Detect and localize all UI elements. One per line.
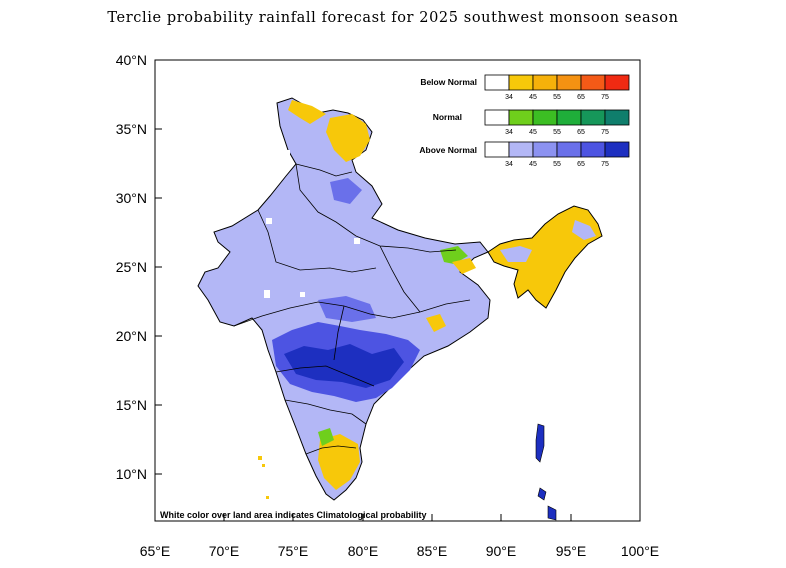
east-below-patch: [426, 314, 446, 332]
legend-tick-label: 55: [553, 94, 561, 101]
legend-label-below-normal: Below Normal: [420, 77, 477, 87]
legend-tick-label: 65: [577, 129, 585, 136]
lat-tick-label: 40°N: [116, 52, 147, 68]
map-title: Terclie probability rainfall forecast fo…: [107, 10, 679, 26]
central-above-darkest: [284, 344, 404, 388]
climatology-patch: [300, 292, 305, 297]
legend-bar-above-normal: [484, 141, 630, 158]
legend-bar-normal: [484, 109, 630, 126]
climatology-patch: [354, 238, 360, 244]
ladakh-below-patch: [326, 114, 370, 162]
lat-tick-label: 35°N: [116, 121, 147, 137]
legend-tick-label: 45: [529, 161, 537, 168]
legend-swatch: [580, 109, 606, 126]
lon-tick-label: 95°E: [556, 543, 587, 559]
lakshadweep-islands: [258, 456, 269, 499]
legend-swatch: [604, 74, 630, 91]
andaman-nicobar-islands: [535, 423, 557, 521]
northeast-above-patch: [500, 246, 532, 262]
south-normal-patch: [318, 428, 334, 446]
legend-tick-label: 45: [529, 129, 537, 136]
lon-tick-label: 70°E: [209, 543, 240, 559]
north-below-patch: [288, 100, 326, 124]
legend: Below Normal 34 45 55 65 75 Normal 34 45…: [419, 74, 630, 168]
legend-swatch: [532, 141, 558, 158]
legend-swatch: [508, 109, 534, 126]
lon-tick-label: 65°E: [140, 543, 171, 559]
plot-frame: [154, 59, 641, 522]
legend-swatch: [532, 109, 558, 126]
lat-tick-label: 10°N: [116, 466, 147, 482]
legend-label-above-normal: Above Normal: [419, 145, 477, 155]
lon-tick-label: 75°E: [278, 543, 309, 559]
lon-tick-label: 80°E: [348, 543, 379, 559]
state-borders: [233, 163, 471, 455]
legend-tick-label: 65: [577, 94, 585, 101]
climatology-patch: [282, 150, 290, 158]
legend-swatch: [484, 74, 510, 91]
climatology-patch: [266, 218, 272, 224]
legend-tick-label: 75: [601, 161, 609, 168]
legend-swatch: [556, 141, 582, 158]
north-above-patch: [330, 178, 362, 204]
climatology-patch: [264, 290, 270, 298]
legend-swatch: [580, 141, 606, 158]
legend-swatch: [604, 109, 630, 126]
legend-label-normal: Normal: [433, 112, 462, 122]
legend-tick-label: 55: [553, 129, 561, 136]
legend-swatch: [508, 74, 534, 91]
legend-swatch: [604, 141, 630, 158]
south-below-patch: [318, 434, 360, 490]
legend-swatch: [556, 74, 582, 91]
legend-swatch: [556, 109, 582, 126]
legend-swatch: [532, 74, 558, 91]
legend-tick-label: 75: [601, 94, 609, 101]
footnote: White color over land area indicates Cli…: [160, 510, 427, 520]
legend-tick-label: 34: [505, 129, 513, 136]
legend-swatch: [580, 74, 606, 91]
lat-tick-label: 15°N: [116, 397, 147, 413]
legend-tick-label: 34: [505, 161, 513, 168]
bihar-below-patch: [452, 258, 476, 274]
axis-ticks: [154, 59, 641, 521]
lat-tick-label: 25°N: [116, 259, 147, 275]
lon-tick-label: 85°E: [417, 543, 448, 559]
northeast-above-patch-2: [572, 220, 596, 240]
legend-swatch: [484, 141, 510, 158]
legend-tick-label: 45: [529, 94, 537, 101]
lat-tick-label: 20°N: [116, 328, 147, 344]
legend-tick-label: 75: [601, 129, 609, 136]
lon-tick-label: 90°E: [486, 543, 517, 559]
mid-above-patch: [318, 296, 376, 322]
lon-tick-label: 100°E: [621, 543, 659, 559]
legend-swatch: [484, 109, 510, 126]
legend-tick-label: 65: [577, 161, 585, 168]
legend-swatch: [508, 141, 534, 158]
legend-bar-below-normal: [484, 74, 630, 91]
lat-tick-label: 30°N: [116, 190, 147, 206]
legend-tick-label: 34: [505, 94, 513, 101]
legend-tick-label: 55: [553, 161, 561, 168]
